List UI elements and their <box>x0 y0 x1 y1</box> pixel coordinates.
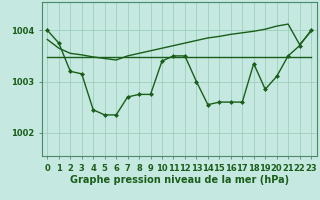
X-axis label: Graphe pression niveau de la mer (hPa): Graphe pression niveau de la mer (hPa) <box>70 175 289 185</box>
